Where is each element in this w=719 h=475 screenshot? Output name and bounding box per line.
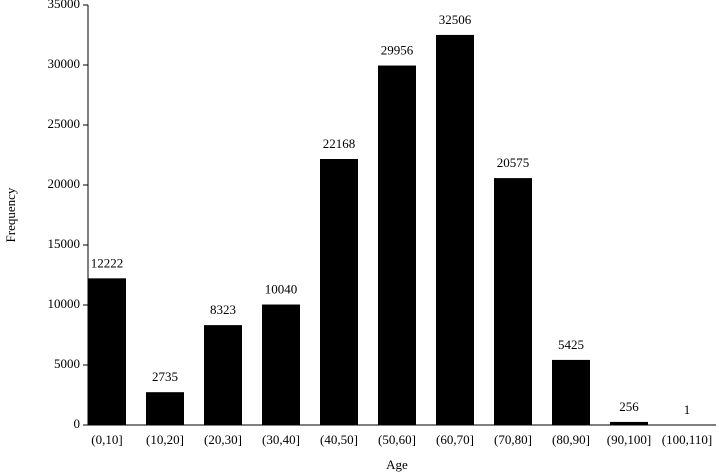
bar — [436, 34, 474, 425]
x-tick-label: (90,100] — [607, 432, 651, 447]
y-tick-label: 25000 — [48, 116, 81, 131]
bar — [88, 278, 126, 425]
x-tick-label: (0,10] — [91, 432, 122, 447]
y-tick-label: 0 — [74, 416, 81, 431]
data-label: 256 — [619, 399, 639, 414]
x-tick-label: (40,50] — [320, 432, 358, 447]
bar — [378, 65, 416, 425]
bar — [204, 325, 242, 425]
data-label: 20575 — [497, 155, 530, 170]
x-tick-label: (100,110] — [662, 432, 712, 447]
data-label: 5425 — [558, 337, 584, 352]
y-tick-label: 35000 — [48, 0, 81, 11]
y-tick-label: 15000 — [48, 236, 81, 251]
bar — [262, 304, 300, 425]
y-axis-label: Frequency — [3, 187, 18, 242]
data-label: 2735 — [152, 369, 178, 384]
data-label: 22168 — [323, 136, 356, 151]
y-tick-label: 20000 — [48, 176, 81, 191]
x-tick-label: (80,90] — [552, 432, 590, 447]
x-tick-label: (70,80] — [494, 432, 532, 447]
x-axis-label: Age — [386, 457, 408, 472]
data-label: 10040 — [265, 282, 298, 297]
y-tick-label: 5000 — [54, 356, 80, 371]
x-tick-label: (50,60] — [378, 432, 416, 447]
bar — [146, 392, 184, 425]
x-tick-label: (20,30] — [204, 432, 242, 447]
y-tick-label: 30000 — [48, 56, 81, 71]
x-tick-label: (60,70] — [436, 432, 474, 447]
y-tick-label: 10000 — [48, 296, 81, 311]
data-label: 1 — [684, 402, 691, 417]
bar — [610, 421, 648, 425]
x-tick-label: (10,20] — [146, 432, 184, 447]
data-label: 32506 — [439, 12, 472, 27]
data-label: 29956 — [381, 43, 414, 58]
bar — [320, 158, 358, 425]
data-label: 12222 — [91, 255, 124, 270]
bar — [552, 359, 590, 425]
bar — [494, 178, 532, 425]
x-tick-label: (30,40] — [262, 432, 300, 447]
data-label: 8323 — [210, 302, 236, 317]
